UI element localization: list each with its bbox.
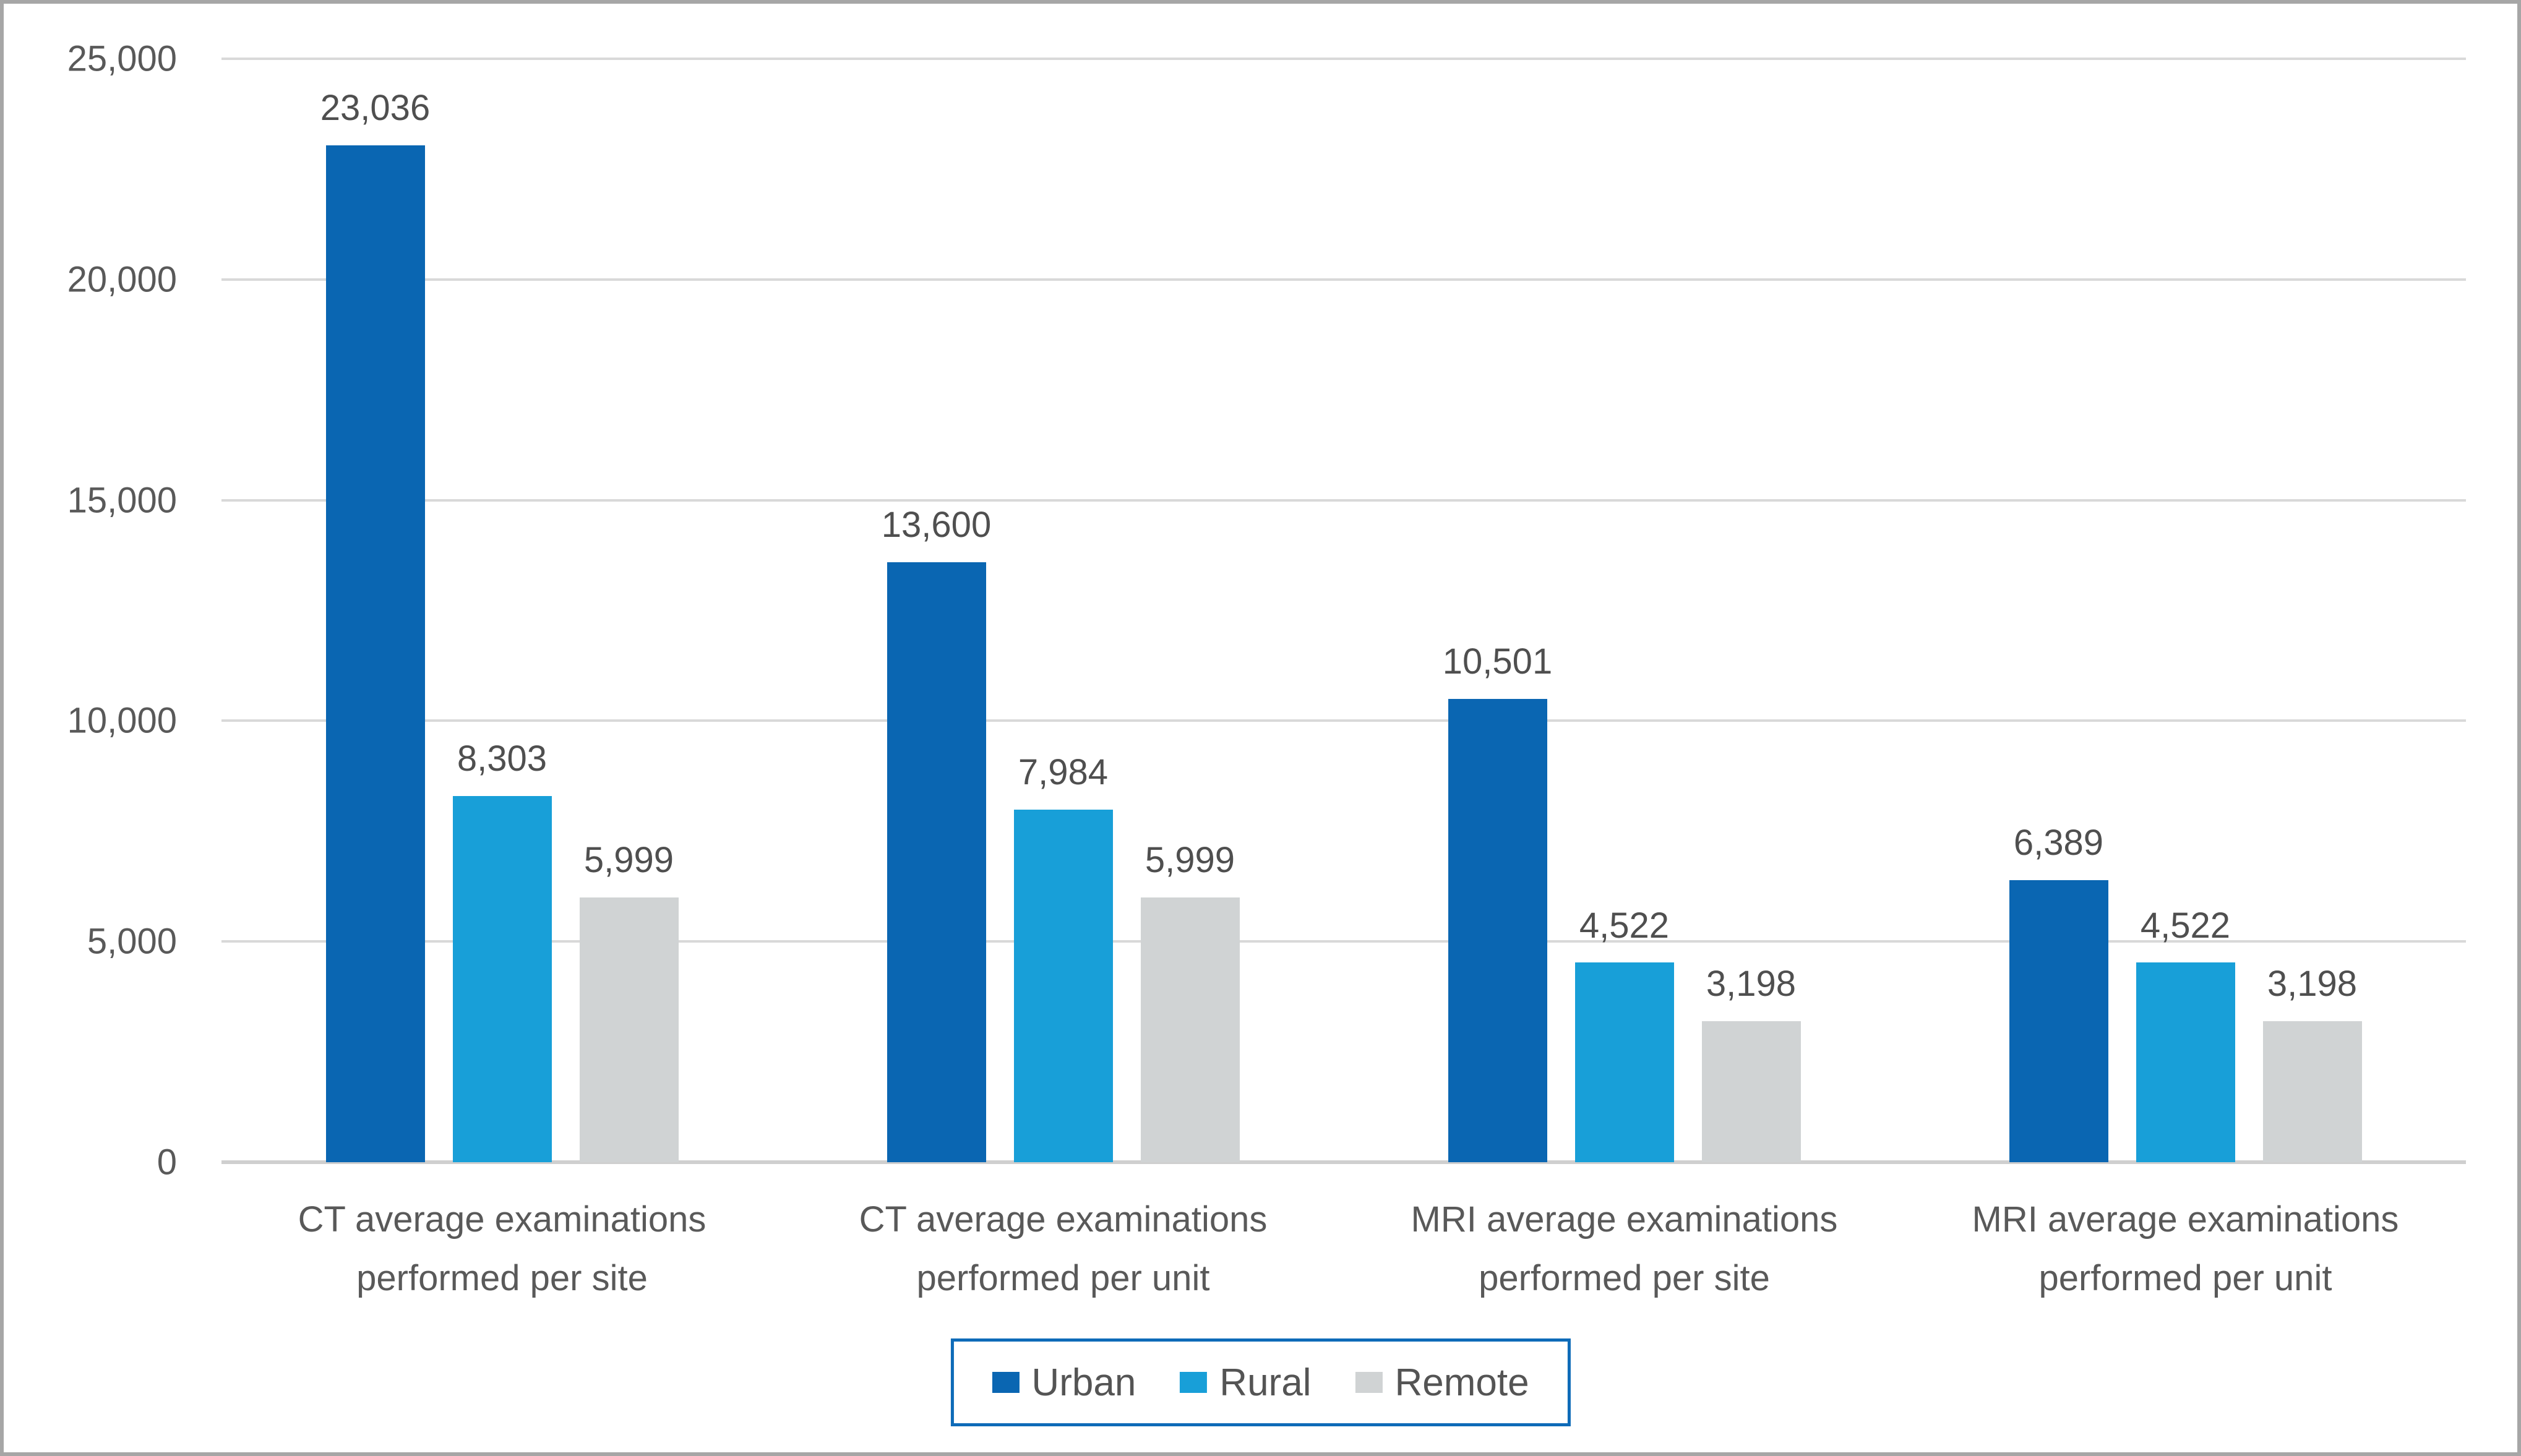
x-category-label: MRI average examinations performed per s… xyxy=(1344,1190,1905,1308)
gridline xyxy=(221,940,2466,943)
legend-entry-rural: Rural xyxy=(1180,1361,1311,1405)
bar-rural xyxy=(452,795,552,1162)
legend-label: Urban xyxy=(1031,1361,1136,1404)
y-tick-label: 15,000 xyxy=(67,480,177,521)
x-axis-line xyxy=(221,1160,2466,1164)
legend-entry-remote: Remote xyxy=(1355,1361,1529,1405)
legend-swatch-icon xyxy=(992,1372,1020,1393)
data-label: 13,600 xyxy=(881,504,992,545)
y-tick-label: 5,000 xyxy=(87,921,177,962)
bar-cluster: 10,501 4,522 3,198 xyxy=(1443,59,1801,1162)
y-tick-label: 20,000 xyxy=(67,259,177,300)
x-category-label: MRI average examinations performed per u… xyxy=(1905,1190,2466,1308)
data-label: 8,303 xyxy=(457,738,548,779)
legend-entry-urban: Urban xyxy=(992,1361,1136,1405)
bar-group: 23,036 8,303 5,999 xyxy=(221,59,783,1162)
legend-swatch-icon xyxy=(1355,1372,1383,1393)
bar-urban xyxy=(325,145,425,1162)
legend-label: Rural xyxy=(1219,1361,1312,1404)
bar-remote xyxy=(2262,1021,2362,1162)
data-label: 6,389 xyxy=(2013,823,2104,863)
data-label: 5,999 xyxy=(583,840,674,881)
x-category-label: CT average examinations performed per si… xyxy=(221,1190,783,1308)
data-label: 3,198 xyxy=(2267,964,2358,1004)
y-tick-label: 0 xyxy=(157,1142,177,1183)
data-label: 10,501 xyxy=(1442,641,1553,682)
bar-urban xyxy=(1448,698,1547,1162)
bar-remote xyxy=(579,897,679,1162)
data-label: 5,999 xyxy=(1145,840,1235,881)
x-axis: CT average examinations performed per si… xyxy=(221,1190,2466,1308)
x-category-label-text: MRI average examinations performed per s… xyxy=(1411,1199,1838,1298)
bar-remote xyxy=(1701,1021,1801,1162)
data-label: 7,984 xyxy=(1018,752,1109,793)
legend-swatch-icon xyxy=(1180,1372,1208,1393)
bar-column-rural: 7,984 xyxy=(1013,59,1113,1162)
bar-groups: 23,036 8,303 5,999 13,600 7,984 5,999 10,501 4,… xyxy=(221,59,2466,1162)
bar-column-remote: 5,999 xyxy=(1140,59,1240,1162)
x-category-label-text: CT average examinations performed per si… xyxy=(298,1199,706,1298)
bar-column-urban: 10,501 xyxy=(1443,59,1552,1162)
legend-label: Remote xyxy=(1394,1361,1529,1404)
bar-cluster: 23,036 8,303 5,999 xyxy=(320,59,679,1162)
gridline xyxy=(221,278,2466,281)
bar-cluster: 6,389 4,522 3,198 xyxy=(2009,59,2362,1162)
x-category-label: CT average examinations performed per un… xyxy=(783,1190,1344,1308)
bar-column-urban: 23,036 xyxy=(320,59,430,1162)
x-category-label-text: CT average examinations performed per un… xyxy=(859,1199,1268,1298)
bar-urban xyxy=(887,562,986,1162)
bar-column-remote: 5,999 xyxy=(579,59,679,1162)
gridline xyxy=(221,499,2466,502)
gridline xyxy=(221,58,2466,60)
bar-column-rural: 8,303 xyxy=(452,59,552,1162)
bar-cluster: 13,600 7,984 5,999 xyxy=(882,59,1240,1162)
plot-area: 23,036 8,303 5,999 13,600 7,984 5,999 10,501 4,… xyxy=(221,58,2466,1164)
bar-urban xyxy=(2009,880,2108,1162)
bar-rural xyxy=(1574,962,1674,1162)
bar-rural xyxy=(2136,962,2235,1162)
bar-group: 6,389 4,522 3,198 xyxy=(1905,59,2466,1162)
y-axis: 0 5,000 10,000 15,000 20,000 25,000 xyxy=(4,39,221,1183)
y-tick-label: 25,000 xyxy=(67,38,177,79)
data-label: 4,522 xyxy=(2140,905,2231,946)
x-category-label-text: MRI average examinations performed per u… xyxy=(1972,1199,2399,1298)
bar-rural xyxy=(1013,810,1113,1162)
bar-column-remote: 3,198 xyxy=(2262,59,2362,1162)
bar-column-urban: 13,600 xyxy=(882,59,991,1162)
y-tick-label: 10,000 xyxy=(67,700,177,741)
bar-column-rural: 4,522 xyxy=(1574,59,1674,1162)
bar-group: 13,600 7,984 5,999 xyxy=(783,59,1344,1162)
data-label: 23,036 xyxy=(320,88,431,129)
bar-column-urban: 6,389 xyxy=(2009,59,2108,1162)
data-label: 4,522 xyxy=(1579,905,1670,946)
bar-group: 10,501 4,522 3,198 xyxy=(1344,59,1905,1162)
bar-column-remote: 3,198 xyxy=(1701,59,1801,1162)
bar-column-rural: 4,522 xyxy=(2136,59,2235,1162)
legend: Urban Rural Remote xyxy=(950,1338,1571,1426)
data-label: 3,198 xyxy=(1706,964,1797,1004)
bar-remote xyxy=(1140,897,1240,1162)
gridline xyxy=(221,719,2466,722)
